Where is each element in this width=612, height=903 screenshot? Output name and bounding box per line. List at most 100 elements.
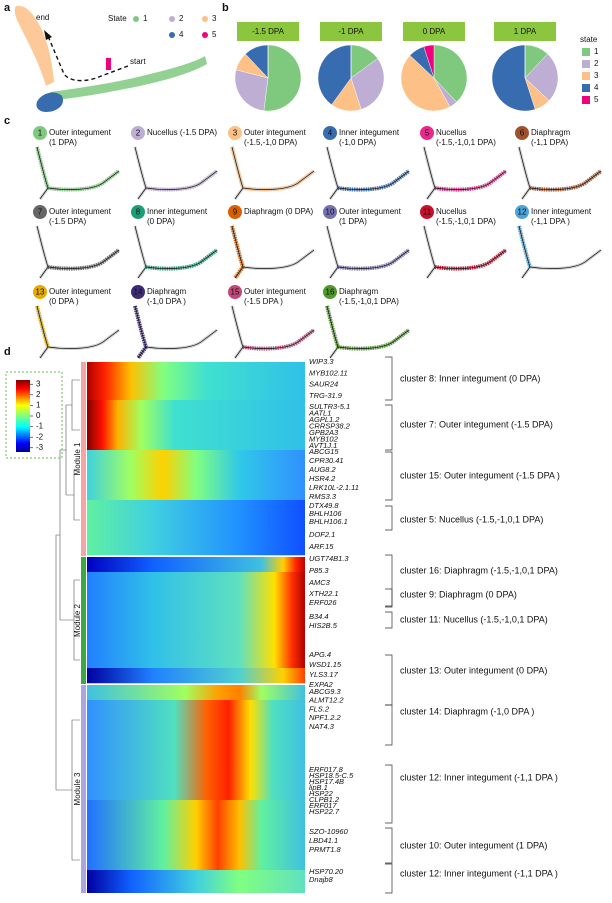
heatmap-band xyxy=(87,557,305,572)
trajectory-skeleton xyxy=(145,248,218,271)
cluster-name: Inner integument xyxy=(339,128,400,137)
trajectory-line xyxy=(337,170,410,190)
cluster-badge xyxy=(323,205,337,219)
cluster-number: 1 xyxy=(38,129,43,138)
gene-label: CLPB1.2 xyxy=(309,795,340,804)
trajectory-line xyxy=(231,305,244,348)
trajectory-line xyxy=(326,305,339,348)
cluster-name: (-1,0 DPA) xyxy=(339,138,377,147)
colorbar-tick-label: -2 xyxy=(36,432,44,441)
trajectory-line xyxy=(242,329,315,349)
legend-label: 1 xyxy=(143,14,148,23)
trajectory-skeleton xyxy=(529,248,602,271)
cluster-number: 8 xyxy=(136,208,141,217)
trajectory-line xyxy=(518,146,531,189)
heatmap-band xyxy=(87,500,305,556)
pie-slice xyxy=(491,44,536,112)
gene-label: AUG8.2 xyxy=(308,465,337,474)
cluster-name: (0 DPA) xyxy=(147,217,175,226)
legend-label: 5 xyxy=(594,95,599,104)
gene-label: ALMT12.2 xyxy=(308,696,344,705)
legend-dot xyxy=(169,32,175,38)
trajectory-line xyxy=(329,346,339,359)
trajectory-line xyxy=(137,187,147,200)
trajectory-skeleton xyxy=(242,328,315,351)
trajectory-line xyxy=(234,346,244,359)
legend-swatch xyxy=(582,48,590,56)
cluster-label: cluster 16: Diaphragm (-1.5,-1,0,1 DPA) xyxy=(400,565,558,575)
trajectory-line xyxy=(329,266,339,279)
trajectory-line xyxy=(326,146,339,189)
module-label: Module 2 xyxy=(73,604,82,637)
pie-title: -1.5 DPA xyxy=(252,27,285,36)
gene-label: ERF026 xyxy=(309,598,337,607)
panel-label: b xyxy=(222,2,229,14)
panel-label: c xyxy=(4,115,10,127)
gene-label: EXPA2 xyxy=(309,680,333,689)
gene-label: HSP18.5-C.5 xyxy=(309,771,354,780)
cluster-bracket xyxy=(385,827,393,864)
trajectory-line xyxy=(39,346,49,359)
cluster-badge xyxy=(420,126,434,140)
start-label: start xyxy=(130,57,146,66)
legend-swatch xyxy=(582,96,590,104)
cluster-bracket xyxy=(385,588,393,607)
pie-slice xyxy=(263,44,302,112)
cluster-bracket xyxy=(385,611,393,629)
cluster-name: Diaphragm xyxy=(147,287,186,296)
cluster-name: Outer integument xyxy=(244,128,307,137)
trajectory-line xyxy=(529,249,602,269)
gene-label: PRMT1.8 xyxy=(309,845,342,854)
module-label: Module 1 xyxy=(73,442,82,475)
legend-title: State xyxy=(108,14,127,23)
cluster-badge xyxy=(228,205,242,219)
gene-label: LBD41.1 xyxy=(309,836,338,845)
module-strip xyxy=(81,685,86,893)
cluster-number: 12 xyxy=(518,208,527,217)
gene-label: ERF017 xyxy=(309,801,337,810)
trajectory-line xyxy=(337,329,410,349)
cluster-name: Outer integument xyxy=(49,287,112,296)
cluster-label: cluster 12: Inner integument (-1,1 DPA ) xyxy=(400,772,558,782)
heatmap-band xyxy=(87,450,305,500)
cluster-number: 14 xyxy=(134,288,143,297)
module-strip xyxy=(81,362,86,556)
legend-swatch xyxy=(582,60,590,68)
colorbar-tick-label: 3 xyxy=(36,379,41,388)
trajectory-line xyxy=(521,266,531,279)
gene-label: DOF2.1 xyxy=(309,530,335,539)
gene-label: YLS3.17 xyxy=(309,670,339,679)
panel-label: d xyxy=(4,346,11,358)
cluster-number: 16 xyxy=(326,288,335,297)
gene-label: lipB.1 xyxy=(309,783,328,792)
cluster-badge xyxy=(131,205,145,219)
legend-label: 4 xyxy=(594,83,599,92)
gene-label: BHLH106.1 xyxy=(309,517,348,526)
colorbar-tick-label: -3 xyxy=(36,443,44,452)
heatmap-band xyxy=(87,400,305,450)
heatmap-band xyxy=(87,685,305,700)
trajectory-line xyxy=(337,249,410,269)
cell-cloud xyxy=(36,92,64,112)
cluster-badge xyxy=(515,126,529,140)
legend-label: 4 xyxy=(179,30,184,39)
cluster-badge xyxy=(131,126,145,140)
trajectory-skeleton xyxy=(337,328,410,351)
cluster-name: Outer integument xyxy=(49,207,112,216)
panel-label: a xyxy=(4,2,11,14)
cluster-name: (-1.5,-1,0,1 DPA) xyxy=(436,217,496,226)
legend-label: 1 xyxy=(594,47,599,56)
trajectory-line xyxy=(47,249,120,269)
cluster-number: 10 xyxy=(326,208,335,217)
legend-dot xyxy=(169,16,175,22)
cluster-name: (-1.5 DPA ) xyxy=(244,297,283,306)
trajectory-skeleton xyxy=(529,169,602,192)
legend-label: 3 xyxy=(594,71,599,80)
trajectory-line xyxy=(234,187,244,200)
legend-swatch xyxy=(582,84,590,92)
gene-label: HSP70.20 xyxy=(309,867,344,876)
cluster-name: Diaphragm (0 DPA) xyxy=(244,207,314,216)
trajectory-line xyxy=(145,329,218,349)
cluster-name: (-1.5,-1,0 DPA) xyxy=(244,138,298,147)
